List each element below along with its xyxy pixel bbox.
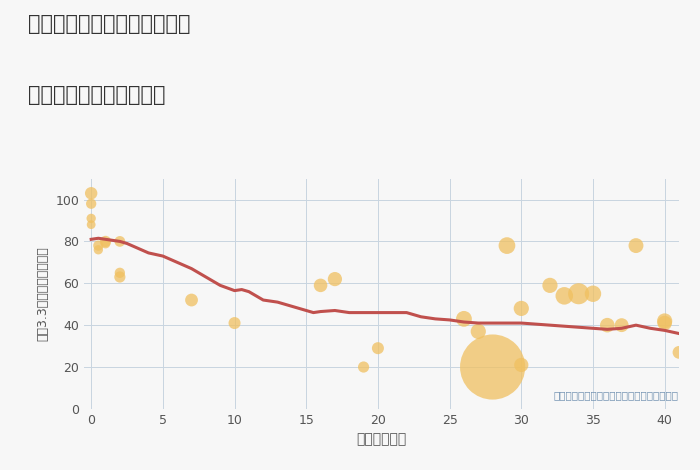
Point <box>229 319 240 327</box>
Point <box>114 238 125 245</box>
Text: 愛知県豊川市御津町上佐脇の: 愛知県豊川市御津町上佐脇の <box>28 14 190 34</box>
Point <box>372 345 384 352</box>
Point <box>501 242 512 250</box>
Point <box>616 321 627 329</box>
Point <box>673 349 685 356</box>
Point <box>186 296 197 304</box>
Point <box>659 317 671 325</box>
Point <box>315 282 326 289</box>
Point <box>473 328 484 335</box>
Point <box>85 215 97 222</box>
Point <box>92 246 104 253</box>
Point <box>587 290 598 298</box>
X-axis label: 築年数（年）: 築年数（年） <box>356 432 407 446</box>
Point <box>100 240 111 247</box>
Point <box>329 275 340 283</box>
Point <box>358 363 369 371</box>
Point <box>545 282 556 289</box>
Point <box>92 242 104 250</box>
Point <box>85 189 97 197</box>
Point <box>516 361 527 368</box>
Point <box>114 273 125 281</box>
Point <box>85 200 97 207</box>
Point <box>458 315 470 322</box>
Text: 円の大きさは、取引のあった物件面積を示す: 円の大きさは、取引のあった物件面積を示す <box>554 390 679 400</box>
Point <box>559 292 570 299</box>
Point <box>100 238 111 245</box>
Point <box>659 319 671 327</box>
Point <box>602 321 613 329</box>
Point <box>114 269 125 276</box>
Y-axis label: 坪（3.3㎡）単価（万円）: 坪（3.3㎡）単価（万円） <box>36 246 50 341</box>
Point <box>85 221 97 228</box>
Point <box>516 305 527 312</box>
Point <box>487 363 498 371</box>
Point <box>631 242 642 250</box>
Point <box>573 290 584 298</box>
Text: 築年数別中古戸建て価格: 築年数別中古戸建て価格 <box>28 85 165 105</box>
